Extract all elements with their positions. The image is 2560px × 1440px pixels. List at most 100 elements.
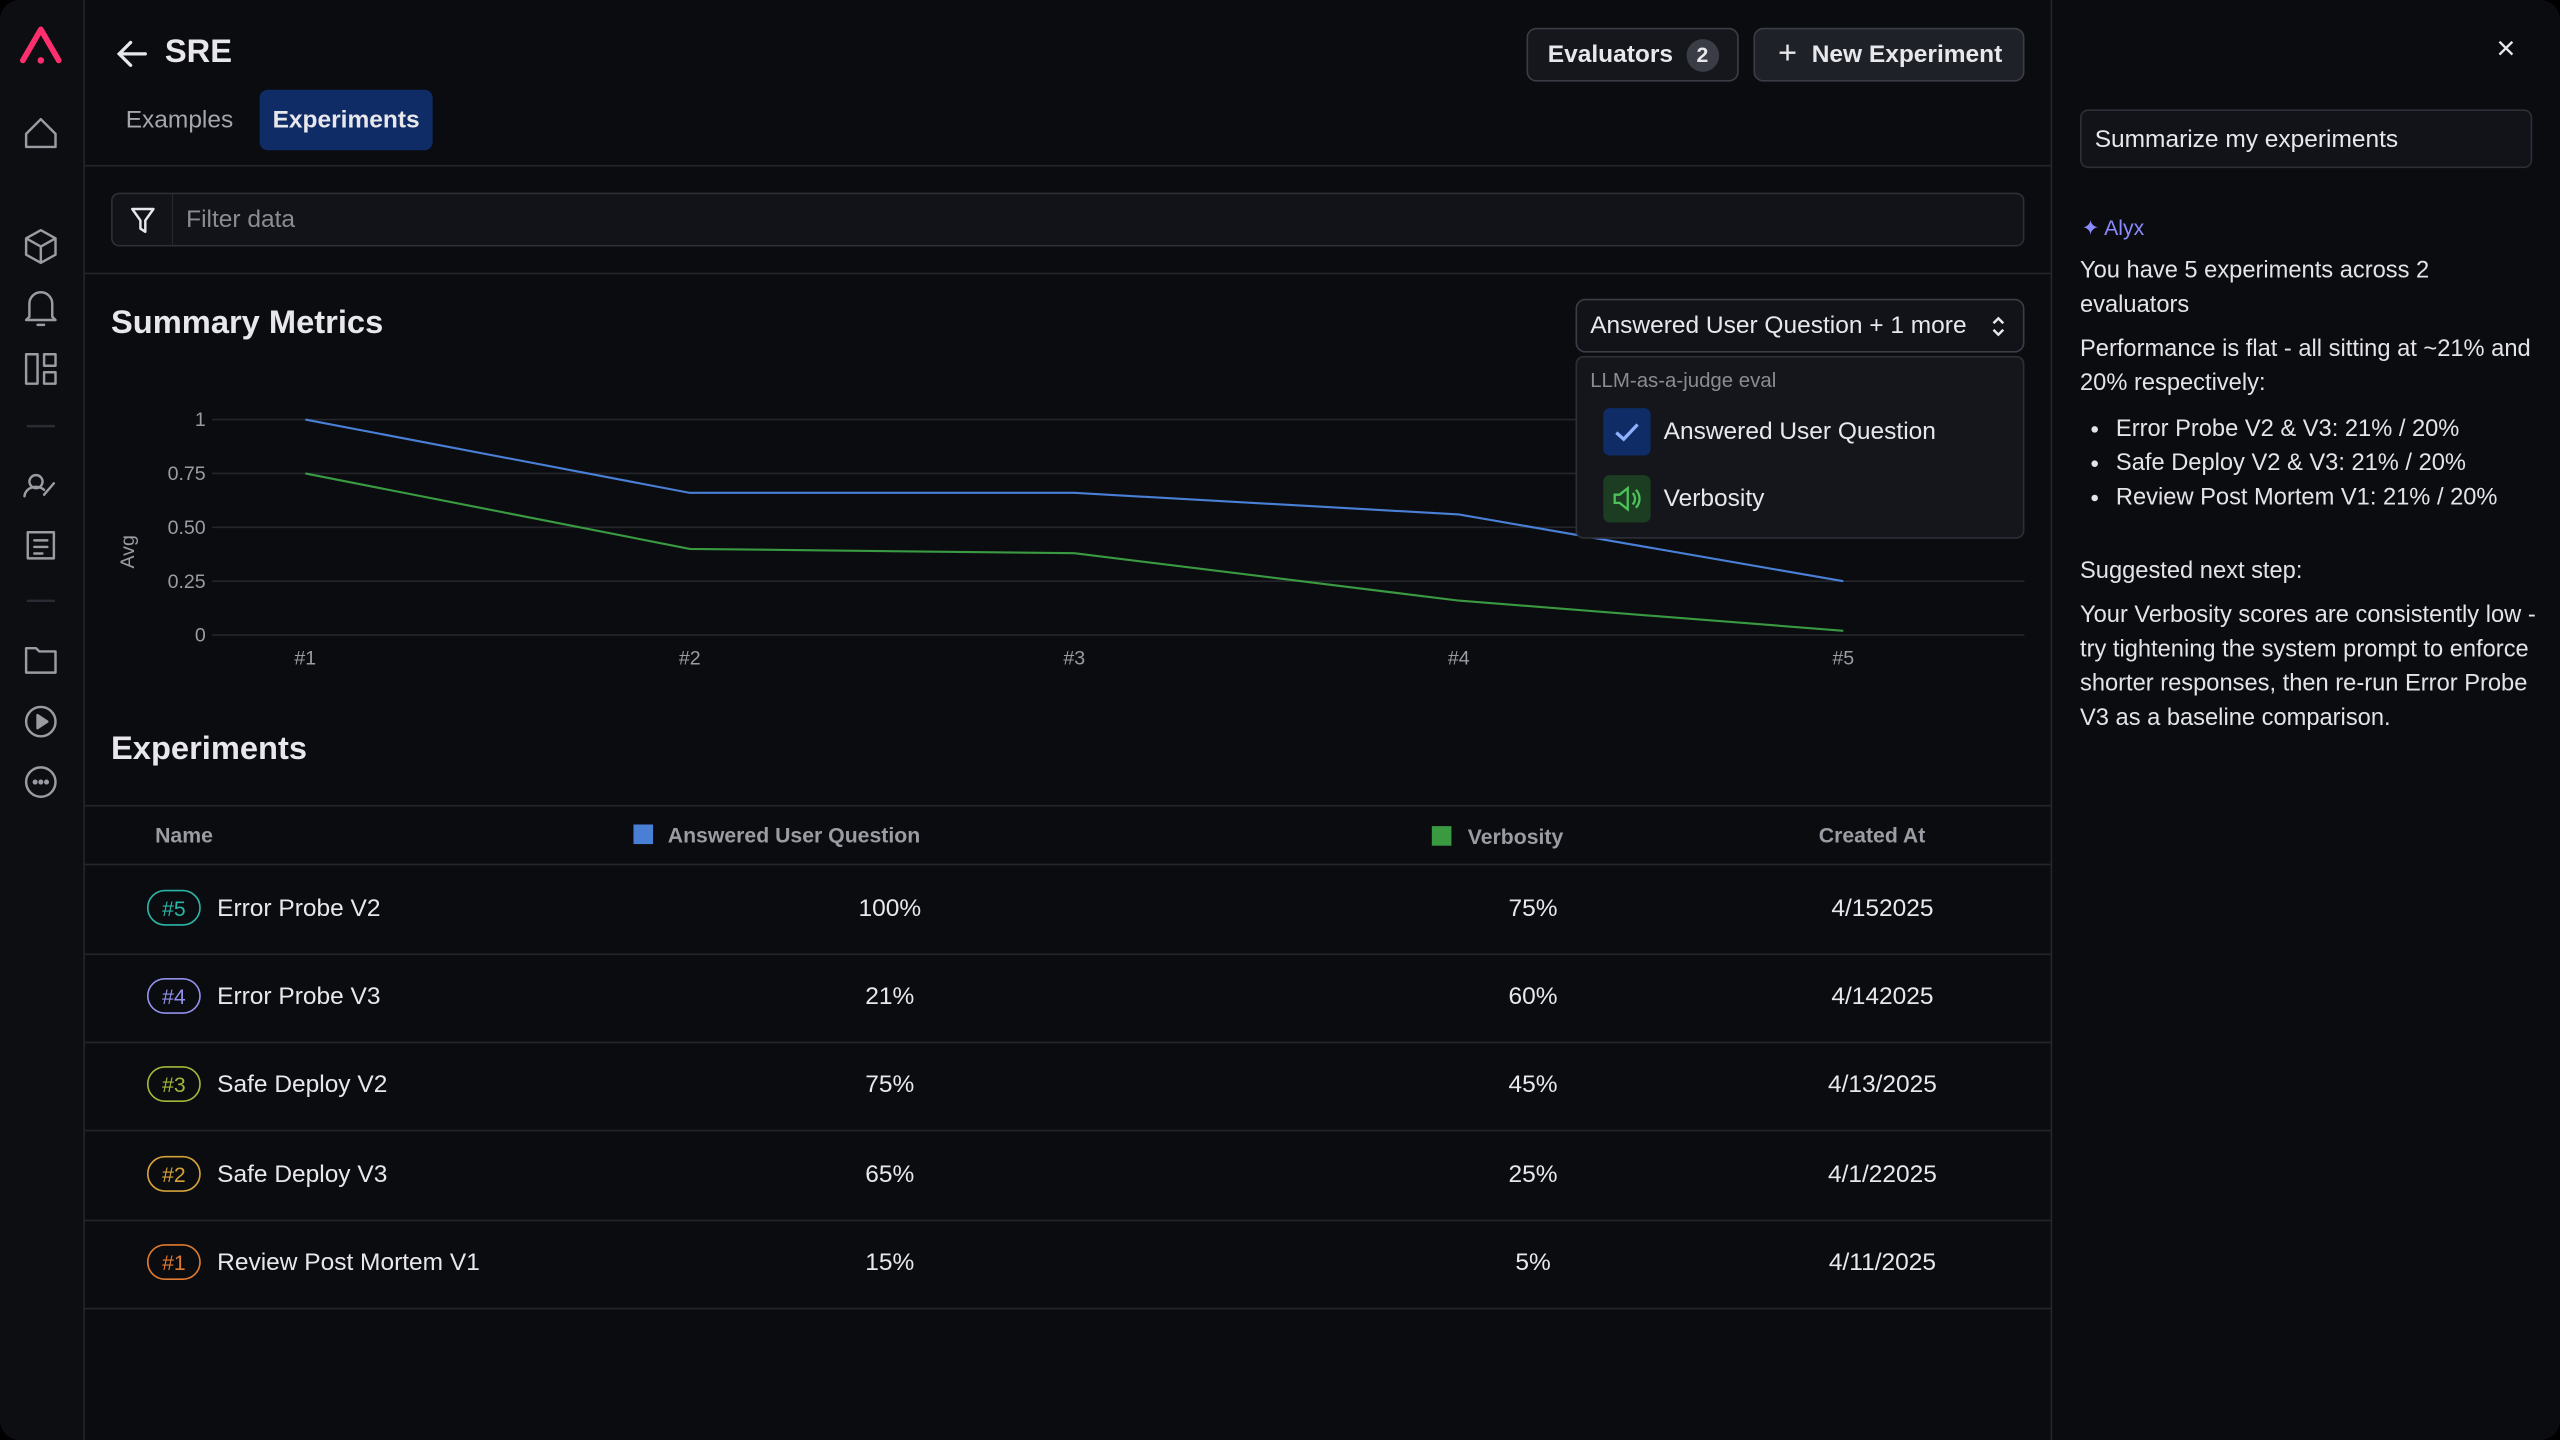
dropdown-option[interactable]: Verbosity — [1663, 484, 1765, 513]
column-header: Created At — [1818, 822, 1926, 848]
bell-icon[interactable] — [24, 291, 57, 327]
section-title: Experiments — [111, 731, 308, 768]
dropdown-menu: LLM-as-a-judge eval Answered User Questi… — [1575, 355, 2025, 539]
option-icon[interactable] — [1603, 475, 1651, 523]
legend-swatch — [633, 824, 654, 845]
table-row[interactable]: #1 Review Post Mortem V1 15% 5% 4/11/2025 — [84, 1219, 2051, 1310]
prompt-text: Summarize my experiments — [2094, 125, 2399, 154]
sidebar-icons — [19, 26, 62, 798]
table-row[interactable]: #4 Error Probe V3 21% 60% 4/142025 — [84, 954, 2051, 1044]
filter-box[interactable]: Filter data — [111, 192, 2025, 247]
new-experiment-label: New Experiment — [1811, 40, 2003, 69]
assistant-message: You have 5 experiments across 2 evaluato… — [2080, 255, 2537, 737]
filter-icon — [131, 194, 174, 245]
row-badge: #1 — [146, 1243, 201, 1280]
evaluators-count: 2 — [1686, 38, 1719, 72]
user-icon[interactable] — [23, 473, 56, 498]
bullet: Review Post Mortem V1: 21% / 20% — [2116, 482, 2537, 516]
y-tick-label: 0.75 — [168, 463, 206, 485]
x-tick-label: #1 — [294, 647, 316, 669]
list-icon[interactable] — [26, 531, 56, 560]
divider — [84, 272, 2051, 275]
row-score: 21% — [865, 983, 915, 1011]
tab-active[interactable]: Experiments — [259, 89, 433, 151]
row-date: 4/11/2025 — [1828, 1248, 1937, 1277]
table-header: Name Answered User Question Verbosity Cr… — [84, 807, 2051, 866]
y-axis-label: Avg — [117, 535, 139, 568]
legend-swatch — [1431, 826, 1452, 846]
checkbox-checked[interactable] — [1603, 408, 1651, 456]
tab[interactable]: Examples — [125, 106, 234, 134]
row-date: 4/1/22025 — [1827, 1160, 1937, 1188]
y-tick-label: 0.25 — [168, 571, 206, 593]
row-name: Error Probe V2 — [217, 894, 381, 923]
row-date: 4/142025 — [1831, 983, 1934, 1011]
sidebar — [0, 0, 85, 1440]
column-header: Answered User Question — [667, 822, 921, 848]
dropdown-option[interactable]: Answered User Question — [1663, 417, 1936, 446]
box-icon[interactable] — [24, 228, 57, 265]
close-button[interactable]: × — [2496, 31, 2516, 67]
dropdown-group: LLM-as-a-judge eval — [1590, 368, 1777, 392]
row-score: 65% — [865, 1160, 915, 1188]
row-badge: #3 — [146, 1066, 201, 1103]
row-name: Review Post Mortem V1 — [217, 1248, 480, 1277]
x-tick-label: #4 — [1448, 647, 1470, 669]
x-tick-label: #2 — [679, 647, 701, 669]
table-row[interactable]: #5 Error Probe V2 100% 75% 4/152025 — [84, 865, 2051, 956]
assistant-name: ✦ Alyx — [2081, 215, 2145, 240]
section-title: Summary Metrics — [111, 305, 384, 342]
metric-dropdown[interactable]: Answered User Question + 1 more — [1575, 298, 2025, 353]
row-name: Safe Deploy V2 — [217, 1071, 388, 1100]
assistant-panel: × Summarize my experiments ✦ Alyx You ha… — [2050, 0, 2560, 1440]
y-tick-label: 1 — [195, 409, 206, 431]
row-name: Safe Deploy V3 — [217, 1160, 388, 1188]
play-icon[interactable] — [24, 705, 57, 738]
column-header: Verbosity — [1467, 824, 1564, 849]
message-text: Your Verbosity scores are consistently l… — [2079, 602, 2536, 732]
row-score: 45% — [1508, 1071, 1558, 1100]
message-text: Performance is flat - all sitting at ~21… — [2079, 336, 2531, 397]
series-line — [305, 472, 1844, 632]
y-tick-label: 0.50 — [168, 517, 206, 539]
bullet: Safe Deploy V2 & V3: 21% / 20% — [2116, 447, 2537, 481]
dropdown-arrows — [1992, 316, 2005, 337]
row-score: 5% — [1515, 1248, 1551, 1277]
filter-placeholder: Filter data — [186, 205, 296, 234]
folder-icon[interactable] — [24, 646, 57, 674]
row-name: Error Probe V3 — [217, 983, 381, 1011]
row-badge: #2 — [146, 1155, 201, 1192]
dropdown-label: Answered User Question + 1 more — [1590, 311, 1967, 340]
home-icon[interactable] — [24, 117, 57, 149]
row-score: 25% — [1508, 1160, 1558, 1188]
y-tick-label: 0 — [195, 625, 206, 647]
message-text: You have 5 experiments across 2 evaluato… — [2079, 257, 2430, 319]
evaluators-label: Evaluators — [1547, 40, 1673, 69]
layout-icon[interactable] — [24, 353, 57, 385]
row-score: 60% — [1508, 983, 1558, 1011]
bullet: Error Probe V2 & V3: 21% / 20% — [2116, 413, 2537, 447]
table-row[interactable]: #3 Safe Deploy V2 75% 45% 4/13/2025 — [84, 1042, 2051, 1133]
message-text: Suggested next step: — [2079, 558, 2303, 585]
chat-icon[interactable] — [24, 766, 57, 798]
prompt-box[interactable]: Summarize my experiments — [2079, 109, 2533, 169]
row-score: 15% — [865, 1248, 915, 1277]
assistant-name-text: Alyx — [2104, 215, 2145, 240]
back-arrow[interactable] — [114, 39, 150, 68]
divider — [84, 804, 2051, 807]
row-date: 4/13/2025 — [1827, 1071, 1937, 1100]
plus-icon: + — [1777, 35, 1798, 72]
logo[interactable] — [19, 26, 62, 64]
x-tick-label: #5 — [1832, 647, 1854, 669]
bullet-list: Error Probe V2 & V3: 21% / 20% Safe Depl… — [2080, 413, 2537, 516]
row-score: 75% — [865, 1071, 915, 1100]
row-score: 100% — [858, 894, 922, 923]
table-row[interactable]: #2 Safe Deploy V3 65% 25% 4/1/22025 — [84, 1131, 2051, 1221]
row-badge: #4 — [146, 978, 201, 1015]
evaluators-button[interactable]: Evaluators 2 — [1526, 27, 1739, 82]
page-title: SRE — [164, 34, 233, 71]
new-experiment-button[interactable]: + New Experiment — [1753, 27, 2025, 82]
divider — [84, 164, 2051, 167]
row-date: 4/152025 — [1831, 894, 1934, 923]
